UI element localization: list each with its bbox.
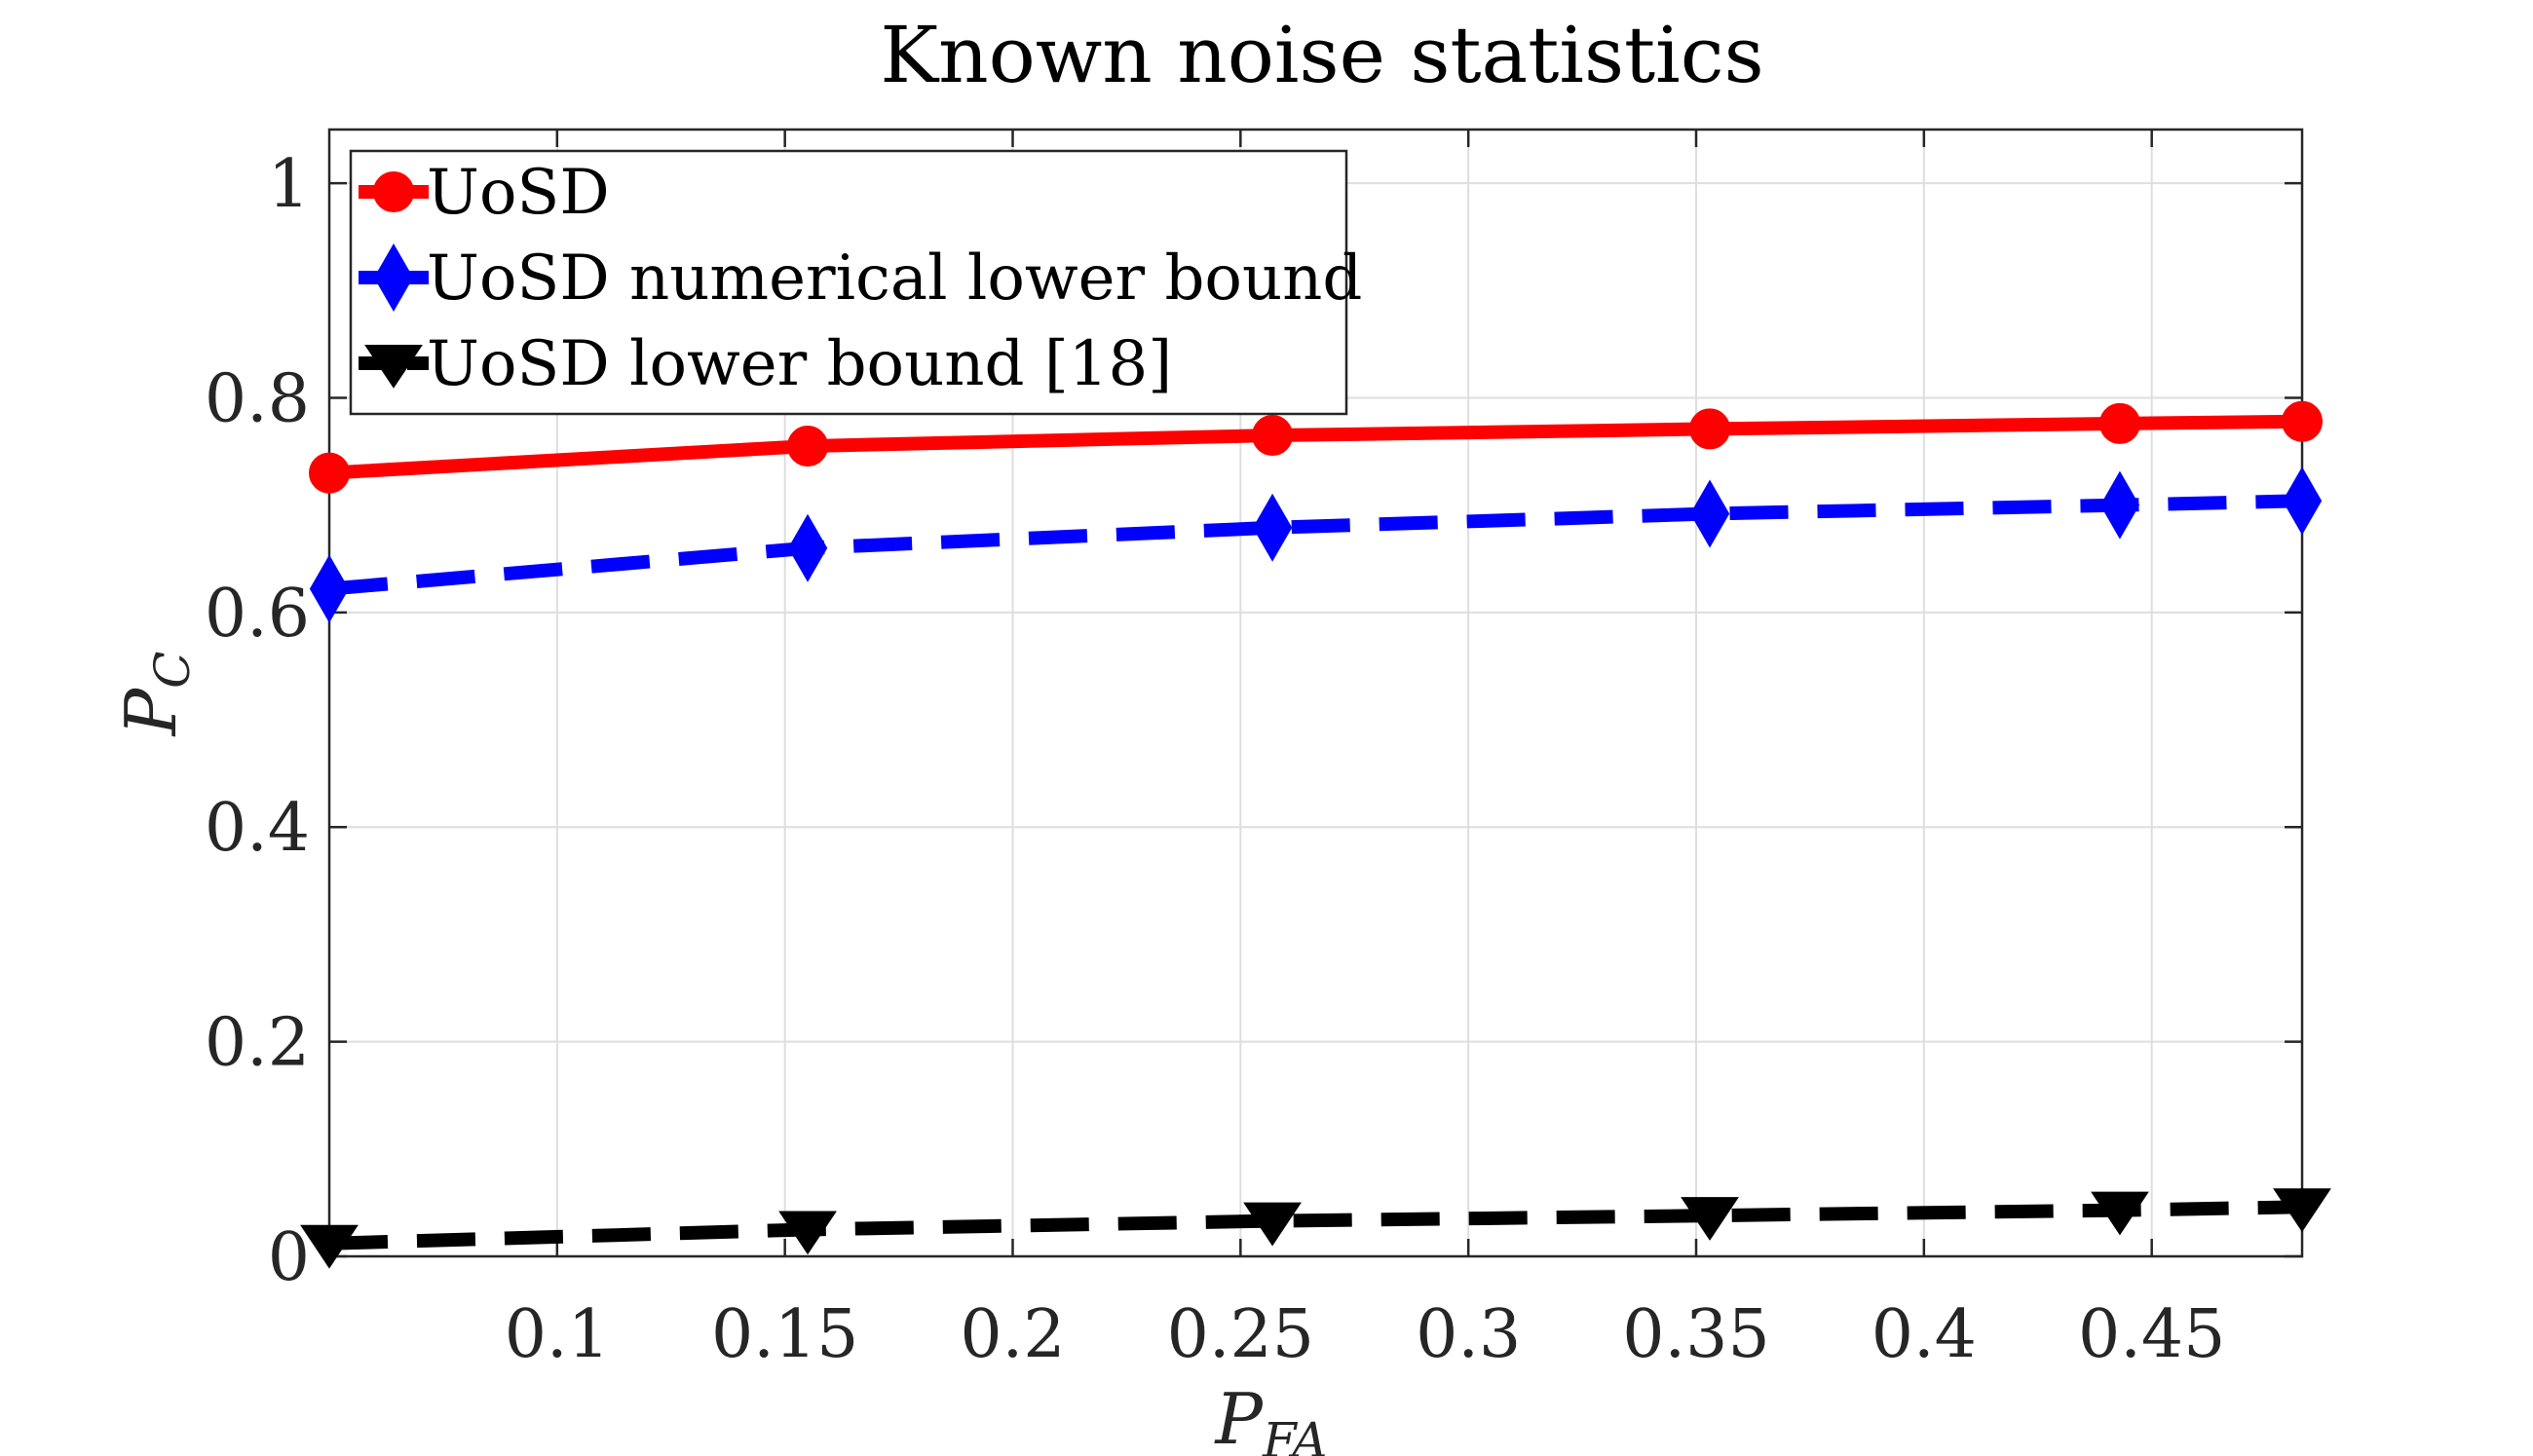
data-point bbox=[1689, 479, 1730, 548]
data-point bbox=[1252, 415, 1294, 457]
data-point bbox=[778, 1211, 837, 1255]
data-point bbox=[1243, 1202, 1302, 1247]
y-tick-label: 0.6 bbox=[205, 576, 310, 653]
data-point bbox=[787, 513, 828, 582]
data-point bbox=[2098, 402, 2140, 444]
legend-item: UoSD lower bound [18] bbox=[359, 328, 1172, 400]
legend-label: UoSD lower bound [18] bbox=[427, 328, 1172, 400]
x-axis-label: PFA bbox=[1214, 1378, 1328, 1456]
x-tick-label: 0.1 bbox=[505, 1296, 610, 1373]
data-point bbox=[2282, 400, 2323, 442]
x-tick-label: 0.15 bbox=[711, 1296, 858, 1373]
legend-label: UoSD bbox=[427, 157, 610, 229]
data-point bbox=[1681, 1197, 1739, 1241]
y-tick-label: 0 bbox=[268, 1219, 310, 1296]
x-tick-label: 0.4 bbox=[1871, 1296, 1977, 1373]
data-point bbox=[309, 554, 350, 623]
series-2 bbox=[309, 467, 2323, 623]
legend-swatch-marker bbox=[373, 171, 414, 212]
y-tick-label: 0.8 bbox=[205, 360, 310, 437]
x-tick-label: 0.45 bbox=[2078, 1296, 2225, 1373]
series-line bbox=[328, 494, 2303, 596]
y-tick-label: 1 bbox=[268, 146, 310, 223]
legend-item: UoSD numerical lower bound bbox=[359, 243, 1362, 315]
axis-ticks: 0.1 0.15 0.2 0.25 0.3 0.35 0.4 0.45 0 0.2 0.4 0.6 0.… bbox=[205, 130, 2302, 1373]
plot-frame bbox=[327, 128, 2304, 1258]
y-tick-label: 0.2 bbox=[205, 1005, 310, 1082]
x-tick-label: 0.2 bbox=[960, 1296, 1065, 1373]
legend-box bbox=[349, 149, 1348, 416]
data-point bbox=[309, 452, 350, 494]
legend-item: UoSD bbox=[359, 157, 610, 229]
data-point bbox=[1689, 408, 1731, 450]
x-axis-label-main: P bbox=[1214, 1378, 1265, 1456]
x-axis-label-sub: FA bbox=[1262, 1412, 1327, 1456]
series-3 bbox=[300, 1188, 2331, 1269]
series-line bbox=[328, 1200, 2303, 1251]
series-1 bbox=[309, 400, 2323, 494]
data-point bbox=[787, 426, 829, 467]
y-axis-label: PC bbox=[110, 652, 201, 738]
y-tick-label: 0.4 bbox=[205, 790, 310, 867]
y-axis-label-sub: C bbox=[144, 652, 201, 689]
x-tick-label: 0.3 bbox=[1416, 1296, 1521, 1373]
x-tick-label: 0.25 bbox=[1167, 1296, 1314, 1373]
y-axis-label-main: P bbox=[110, 687, 192, 737]
series-layer bbox=[300, 400, 2331, 1269]
legend-label: UoSD numerical lower bound bbox=[427, 243, 1362, 315]
series-line bbox=[328, 414, 2303, 480]
data-point bbox=[2282, 467, 2323, 536]
data-point bbox=[300, 1224, 359, 1269]
data-point bbox=[2091, 1191, 2149, 1236]
legend-swatch-marker bbox=[373, 243, 414, 313]
x-tick-label: 0.35 bbox=[1622, 1296, 1769, 1373]
legend: UoSD UoSD numerical lower bound UoSD lower… bbox=[349, 149, 1362, 416]
data-point bbox=[2099, 470, 2140, 540]
chart-title: Known noise statistics bbox=[880, 10, 1763, 100]
data-point bbox=[1252, 493, 1293, 562]
legend-swatch-marker bbox=[364, 345, 423, 389]
data-point bbox=[2273, 1188, 2331, 1233]
